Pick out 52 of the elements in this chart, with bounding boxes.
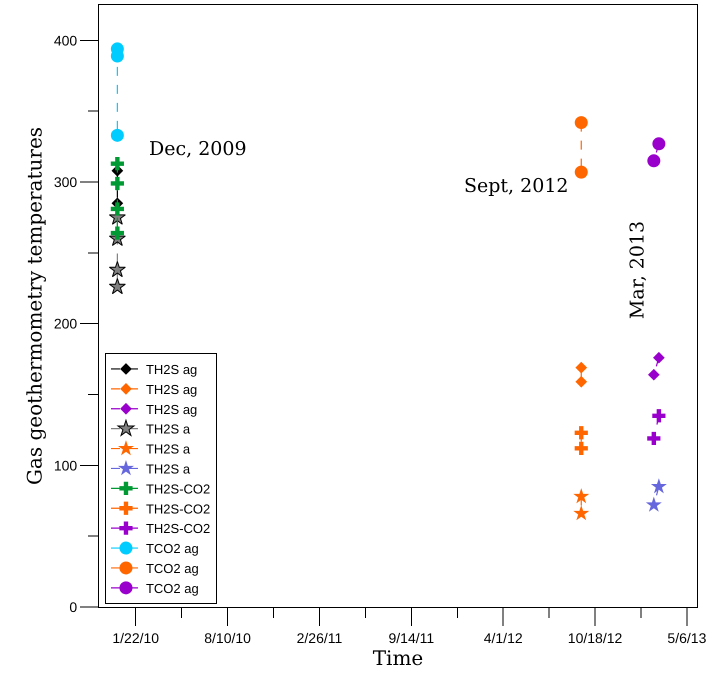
point — [653, 352, 665, 364]
point — [108, 260, 126, 278]
y-tick-label: 100 — [54, 457, 78, 474]
point — [646, 496, 662, 512]
point — [110, 226, 124, 240]
point — [652, 409, 666, 422]
point — [108, 278, 126, 294]
point — [652, 137, 666, 150]
point — [110, 157, 124, 170]
legend-label: TCO2 ag — [146, 580, 199, 596]
legend-label: TH2S-CO2 — [146, 481, 210, 496]
legend-label: TH2S ag — [146, 382, 198, 397]
annotation: Mar, 2013 — [626, 220, 648, 320]
x-tick-label: 10/18/12 — [568, 630, 622, 646]
point — [575, 376, 588, 388]
legend-label: TH2S a — [146, 422, 191, 437]
point — [575, 362, 588, 374]
point — [573, 488, 590, 504]
y-tick-label: 400 — [54, 32, 78, 48]
x-tick-label: 5/6/13 — [667, 630, 707, 646]
y-tick-label: 200 — [54, 316, 78, 332]
point — [647, 432, 660, 446]
legend-label: TH2S ag — [146, 362, 198, 378]
legend-label: TH2S-CO2 — [146, 501, 210, 516]
point — [574, 442, 588, 455]
x-tick-label: 8/10/10 — [204, 630, 252, 646]
point — [110, 176, 124, 190]
point — [573, 505, 590, 520]
annotation: Dec, 2009 — [149, 138, 247, 160]
point — [574, 426, 588, 440]
legend-label: TH2S ag — [146, 402, 198, 417]
point — [647, 154, 660, 168]
point — [574, 166, 588, 179]
legend-label: TH2S a — [146, 442, 191, 457]
legend-label: TH2S-CO2 — [146, 521, 210, 536]
annotation: Sept, 2012 — [464, 175, 568, 197]
x-axis-title: Time — [372, 646, 424, 670]
y-tick-label: 300 — [54, 174, 78, 190]
point — [650, 478, 667, 494]
x-tick-label: 2/26/11 — [296, 630, 343, 646]
y-axis-title: Gas geothermometry temperatures — [22, 126, 46, 486]
point — [110, 202, 124, 216]
x-tick-label: 1/22/10 — [112, 630, 160, 646]
y-tick-label: 0 — [69, 598, 78, 615]
point — [574, 116, 588, 130]
x-tick-label: 9/14/11 — [388, 630, 434, 646]
point — [110, 128, 124, 142]
legend-label: TH2S a — [146, 462, 191, 477]
legend-label: TCO2 ag — [146, 541, 199, 556]
legend-label: TCO2 ag — [146, 561, 199, 576]
point — [648, 368, 660, 381]
x-tick-label: 4/1/12 — [484, 630, 523, 646]
